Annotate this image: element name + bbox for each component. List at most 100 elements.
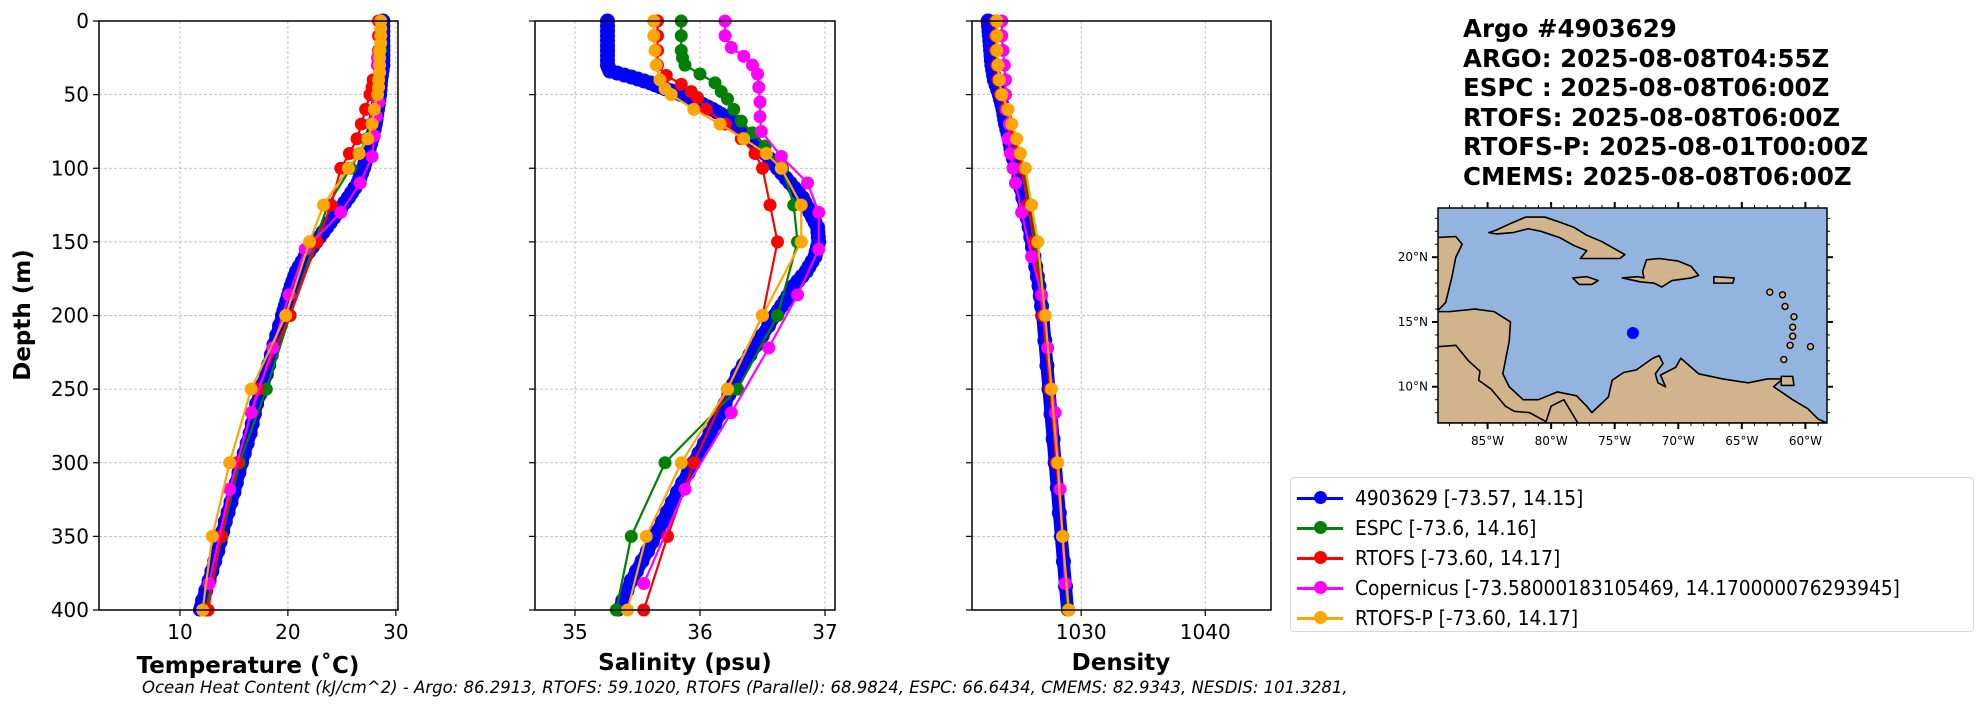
data-point bbox=[1015, 205, 1029, 219]
info-line-rtofs: RTOFS: 2025-08-08T06:00Z bbox=[1463, 102, 1841, 132]
data-point bbox=[754, 124, 768, 138]
island-land bbox=[1780, 355, 1788, 364]
data-point bbox=[674, 29, 688, 43]
y-tick-label: 200 bbox=[51, 304, 89, 328]
data-point bbox=[647, 29, 661, 43]
data-point bbox=[801, 176, 814, 190]
data-point bbox=[1031, 235, 1045, 249]
land-layer bbox=[1438, 216, 1827, 423]
axes-frame bbox=[971, 20, 1272, 611]
data-point bbox=[791, 288, 804, 302]
data-point bbox=[658, 456, 672, 470]
data-point bbox=[1048, 406, 1062, 420]
data-point bbox=[352, 147, 366, 161]
x-tick-label: 20 bbox=[275, 620, 300, 644]
density-panel: 1030 1040 bbox=[966, 13, 1272, 644]
data-point bbox=[737, 132, 751, 146]
series-copernicus bbox=[637, 14, 826, 590]
legend-label: Copernicus [-73.58000183105469, 14.17000… bbox=[1355, 576, 1900, 600]
data-point bbox=[721, 382, 734, 396]
legend-item-rtofs: RTOFS [-73.60, 14.17] bbox=[1291, 543, 1973, 573]
x-tick-label: 35 bbox=[562, 620, 587, 644]
cuba-land bbox=[1488, 216, 1626, 260]
data-point bbox=[1056, 529, 1070, 543]
map-lon-label: 60°W bbox=[1789, 434, 1822, 448]
data-point bbox=[718, 29, 732, 43]
y-tick-label: 0 bbox=[76, 9, 89, 33]
data-point bbox=[649, 58, 663, 72]
y-tick-label: 100 bbox=[51, 156, 89, 180]
axes-frame bbox=[98, 20, 399, 611]
data-point bbox=[361, 132, 375, 146]
data-point bbox=[1038, 309, 1052, 322]
data-point bbox=[699, 102, 713, 116]
data-point bbox=[691, 91, 704, 105]
legend-marker-icon bbox=[1297, 521, 1343, 535]
legend-marker-icon bbox=[1297, 551, 1343, 565]
legend-marker-icon bbox=[1297, 491, 1343, 505]
data-point bbox=[367, 102, 381, 116]
legend-marker-icon bbox=[1297, 581, 1343, 595]
salinity-panel: 35 36 37 bbox=[529, 13, 838, 644]
data-point bbox=[693, 67, 707, 81]
map-lon-label: 65°W bbox=[1725, 434, 1758, 448]
x-tick-label: 10 bbox=[167, 620, 192, 644]
legend-label: RTOFS [-73.60, 14.17] bbox=[1355, 546, 1561, 570]
data-point bbox=[365, 149, 379, 163]
data-point bbox=[365, 117, 379, 131]
trinidad-land bbox=[1780, 375, 1795, 387]
data-point bbox=[756, 309, 769, 322]
data-point bbox=[624, 529, 638, 543]
map-lon-label: 70°W bbox=[1662, 434, 1695, 448]
yucatan-land bbox=[1438, 235, 1463, 312]
data-point bbox=[1044, 382, 1058, 396]
legend-item-copernicus: Copernicus [-73.58000183105469, 14.17000… bbox=[1291, 573, 1973, 603]
data-point bbox=[1003, 147, 1017, 161]
y-tick-label: 250 bbox=[51, 377, 89, 401]
data-point bbox=[751, 67, 764, 81]
map-lat-label: 15°N bbox=[1398, 315, 1428, 329]
puerto-rico-land bbox=[1713, 275, 1735, 284]
data-point bbox=[990, 29, 1004, 43]
island-land bbox=[1790, 313, 1798, 321]
data-point bbox=[990, 43, 1004, 57]
jamaica-land bbox=[1571, 275, 1599, 286]
data-point bbox=[812, 205, 826, 219]
data-point bbox=[678, 58, 692, 72]
data-point bbox=[661, 529, 674, 543]
data-point bbox=[1058, 576, 1072, 590]
data-point bbox=[991, 58, 1005, 72]
info-line-cmems: CMEMS: 2025-08-08T06:00Z bbox=[1463, 161, 1852, 191]
data-point bbox=[354, 117, 368, 131]
data-point bbox=[774, 149, 788, 163]
data-point bbox=[223, 482, 237, 496]
data-point bbox=[1025, 250, 1039, 264]
data-point bbox=[1018, 161, 1032, 175]
data-point bbox=[223, 456, 237, 470]
data-point bbox=[279, 309, 293, 322]
map-lon-label: 75°W bbox=[1598, 434, 1631, 448]
data-point bbox=[752, 80, 766, 94]
argo-location-marker bbox=[1626, 326, 1639, 339]
data-point bbox=[205, 529, 219, 543]
legend-label: RTOFS-P [-73.60, 14.17] bbox=[1355, 606, 1579, 630]
y-tick-label: 350 bbox=[51, 524, 89, 548]
data-point bbox=[762, 341, 776, 355]
island-land bbox=[1778, 291, 1787, 299]
legend-label: 4903629 [-73.57, 14.15] bbox=[1355, 486, 1584, 510]
data-point bbox=[724, 41, 738, 55]
x-axis-title-salinity: Salinity (psu) bbox=[598, 650, 772, 676]
info-line-argo: ARGO: 2025-08-08T04:55Z bbox=[1463, 43, 1830, 73]
data-point bbox=[992, 73, 1006, 87]
data-point bbox=[244, 406, 258, 420]
data-point bbox=[353, 176, 367, 190]
data-point bbox=[771, 235, 784, 249]
y-tick-label: 150 bbox=[51, 230, 89, 254]
data-point bbox=[350, 132, 364, 146]
legend-label: ESPC [-73.6, 14.16] bbox=[1355, 516, 1537, 540]
central-south-america-land bbox=[1438, 308, 1827, 423]
data-point bbox=[637, 576, 651, 590]
data-point bbox=[317, 198, 331, 212]
data-point bbox=[687, 102, 701, 116]
